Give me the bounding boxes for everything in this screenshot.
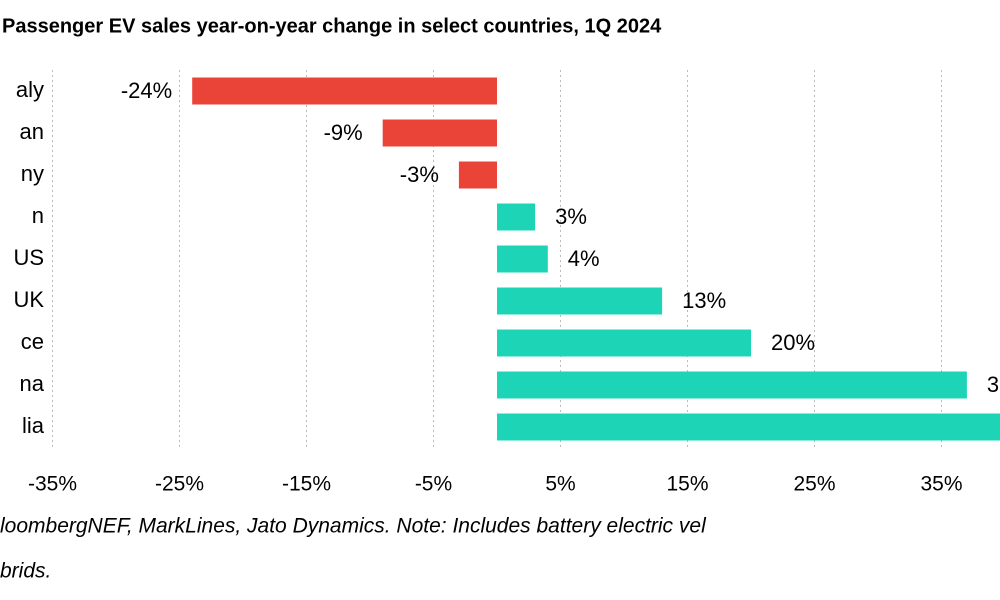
category-label: ce xyxy=(21,329,44,354)
x-tick-label: -35% xyxy=(28,473,77,496)
bar xyxy=(192,77,497,105)
bar xyxy=(497,287,663,315)
bar xyxy=(382,119,497,147)
value-label: -9% xyxy=(324,120,363,145)
value-label: -24% xyxy=(121,78,172,103)
bar xyxy=(497,203,536,231)
value-label: -3% xyxy=(400,162,439,187)
x-tick-label: -15% xyxy=(282,473,331,496)
category-label: ny xyxy=(21,161,44,186)
bar xyxy=(497,413,1000,441)
source-note: brids. xyxy=(0,560,51,583)
x-tick-label: 35% xyxy=(920,473,962,496)
category-label: an xyxy=(20,119,44,144)
value-label: 3% xyxy=(555,204,587,229)
bar xyxy=(458,161,497,189)
value-label: 13% xyxy=(682,288,726,313)
x-tick-label: -25% xyxy=(155,473,204,496)
value-label: 4% xyxy=(568,246,600,271)
x-tick-label: 25% xyxy=(793,473,835,496)
bar xyxy=(497,329,751,357)
category-label: na xyxy=(20,371,45,396)
value-label: 20% xyxy=(771,330,815,355)
category-label: aly xyxy=(16,77,44,102)
x-tick-label: 15% xyxy=(666,473,708,496)
bar xyxy=(497,245,548,273)
chart-title: Passenger EV sales year-on-year change i… xyxy=(2,15,662,37)
value-label: 37% xyxy=(987,372,1000,397)
category-label: UK xyxy=(13,287,44,312)
source-note: loombergNEF, MarkLines, Jato Dynamics. N… xyxy=(0,515,707,538)
category-label: n xyxy=(32,203,44,228)
bar xyxy=(497,371,967,399)
category-label: lia xyxy=(22,413,45,438)
x-tick-label: -5% xyxy=(415,473,452,496)
category-label: US xyxy=(13,245,44,270)
x-tick-label: 5% xyxy=(545,473,575,496)
